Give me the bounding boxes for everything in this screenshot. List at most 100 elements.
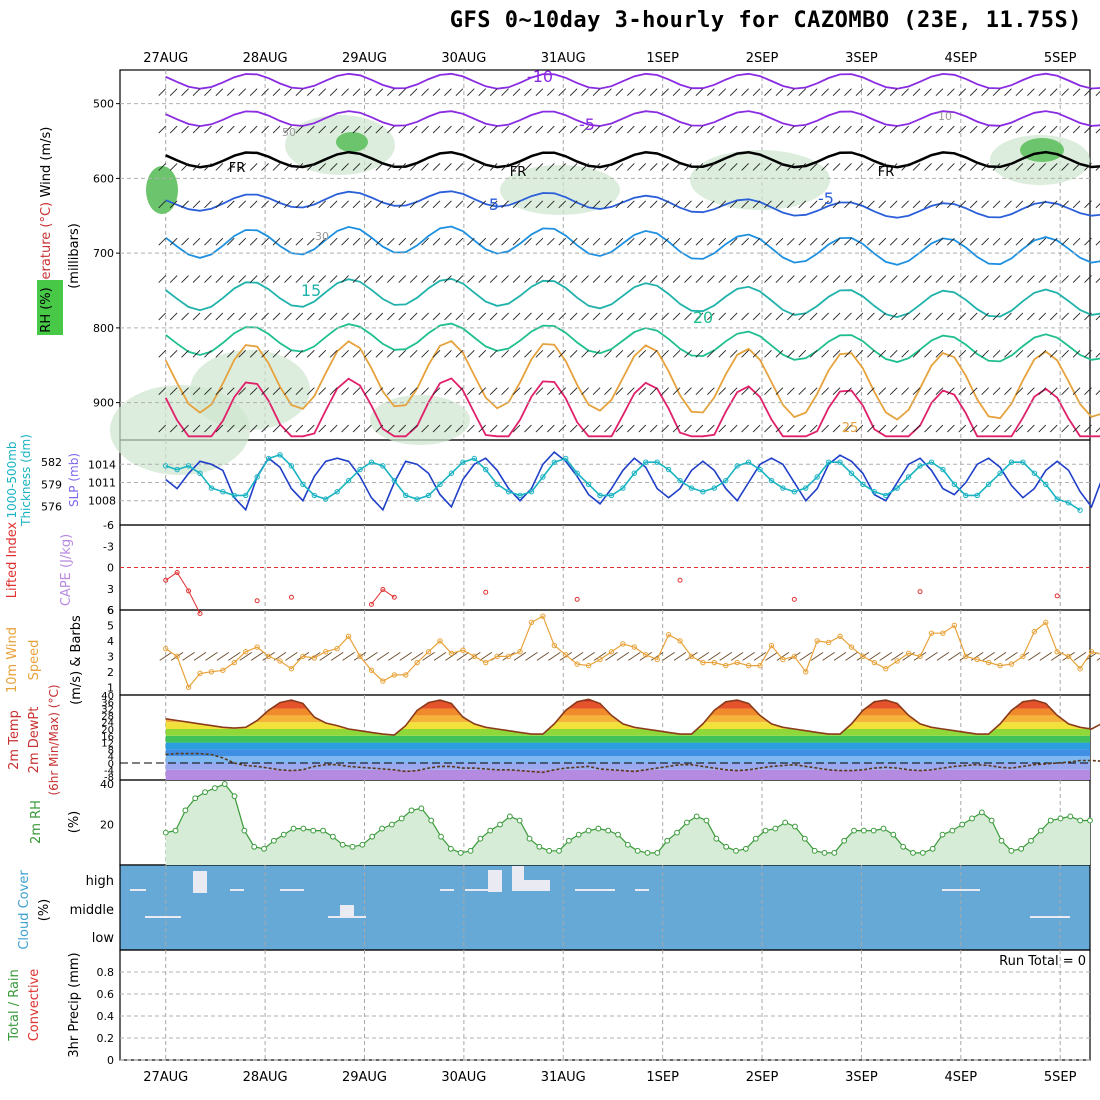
wind-barb <box>684 275 692 283</box>
wind-barb <box>249 349 258 358</box>
wind-barb <box>947 237 955 246</box>
wind-barb <box>832 349 841 358</box>
wind-barb <box>581 88 589 97</box>
rh-point <box>457 849 464 856</box>
wind-barb <box>181 312 189 321</box>
wind-barb <box>489 312 498 321</box>
wind-barb <box>615 163 624 171</box>
wind-barb <box>409 237 418 246</box>
wind-barb <box>489 237 498 246</box>
wind-barb <box>912 349 921 358</box>
wind-speed-point <box>951 622 958 629</box>
date-label-bottom: 29AUG <box>342 1070 387 1085</box>
wind-barb <box>559 651 572 661</box>
wind-barb <box>445 651 458 661</box>
wind-barb <box>741 275 749 283</box>
wind-barbs <box>158 88 1100 433</box>
thickness-point <box>837 459 843 465</box>
wind-barb <box>535 387 544 395</box>
wind-barb <box>764 125 772 134</box>
wind-barb <box>512 349 521 358</box>
wind-barb <box>809 424 818 433</box>
rh-shade-high <box>1020 138 1064 162</box>
wind-barb <box>1049 163 1058 171</box>
wind-barb <box>226 200 235 209</box>
wind-barb <box>478 125 487 134</box>
wind-barb <box>318 424 327 433</box>
wind-barb <box>627 387 635 395</box>
wind-barb <box>935 312 944 321</box>
wind-barb <box>775 163 784 171</box>
contour-label: -5 <box>818 189 834 208</box>
wind-barb <box>753 651 767 661</box>
wind-speed-point <box>185 684 192 690</box>
contour-label: 25 <box>842 421 859 436</box>
thickness-tick-label: 582 <box>41 456 62 469</box>
wind-barb <box>238 163 247 171</box>
wind-barb <box>295 88 304 97</box>
cloud-bar <box>230 889 244 891</box>
wind-barb <box>707 349 715 358</box>
wind-barb <box>993 651 1007 661</box>
wind-barb <box>707 200 715 209</box>
wind-barb <box>444 275 452 283</box>
wind-barb <box>821 275 829 283</box>
wind-barb <box>798 349 807 358</box>
wind-speed-point <box>460 647 466 653</box>
wind-barb <box>444 200 452 209</box>
rh-point <box>870 827 877 834</box>
wind-barb <box>456 651 470 661</box>
wind-barb <box>238 312 247 321</box>
wind-barb <box>718 275 727 283</box>
wind-barb <box>501 349 509 358</box>
cloud-bar <box>328 916 366 918</box>
cloud-level-label: middle <box>70 903 114 918</box>
wind-barb <box>192 237 201 246</box>
wind-barb <box>215 275 224 283</box>
wind-speed-point <box>620 641 626 647</box>
rh-point <box>831 849 838 856</box>
wind-barb <box>295 163 304 171</box>
contour-label: FR <box>510 165 527 180</box>
cloud-bar <box>193 871 207 893</box>
wind-barb <box>249 312 258 321</box>
wind-barb <box>284 312 292 321</box>
wind-barb <box>158 349 167 358</box>
wind-barb <box>992 125 1001 134</box>
lifted-index-point <box>791 596 797 602</box>
thickness-point <box>1020 459 1026 465</box>
wind-barb <box>1027 237 1035 246</box>
wind-barb <box>535 349 544 358</box>
tick-label: 4 <box>108 752 114 763</box>
rh-point <box>703 817 710 824</box>
wind-barb <box>958 200 967 209</box>
wind-barb <box>409 200 418 209</box>
thickness-tick-label: 579 <box>41 478 62 491</box>
wind-barb <box>238 125 247 134</box>
isotherm <box>165 277 1100 319</box>
tick-label: 36 <box>101 698 114 709</box>
wind-barb <box>958 424 967 433</box>
tick-label: 1 <box>107 681 114 694</box>
wind-barb <box>525 651 538 661</box>
thickness-point <box>814 474 820 480</box>
wind-barb <box>615 312 624 321</box>
rh-point <box>674 829 680 836</box>
wind-barb <box>809 312 818 321</box>
wind-barb <box>741 88 749 97</box>
wind-barb <box>192 349 201 358</box>
tick-label: 12 <box>101 739 114 750</box>
wind-barb <box>958 275 967 283</box>
wind-barb <box>546 275 555 283</box>
wind-barb <box>318 88 327 97</box>
wind-barb <box>695 312 704 321</box>
wind-barb <box>306 349 315 358</box>
tick-label: -4 <box>104 766 114 777</box>
wind-barb <box>364 237 372 246</box>
wind-barb <box>466 163 475 171</box>
slp-line <box>165 451 1100 512</box>
wind-barb <box>741 387 749 395</box>
wind-barb <box>992 424 1001 433</box>
wind-barb <box>226 312 235 321</box>
tick-label: 500 <box>93 98 114 111</box>
